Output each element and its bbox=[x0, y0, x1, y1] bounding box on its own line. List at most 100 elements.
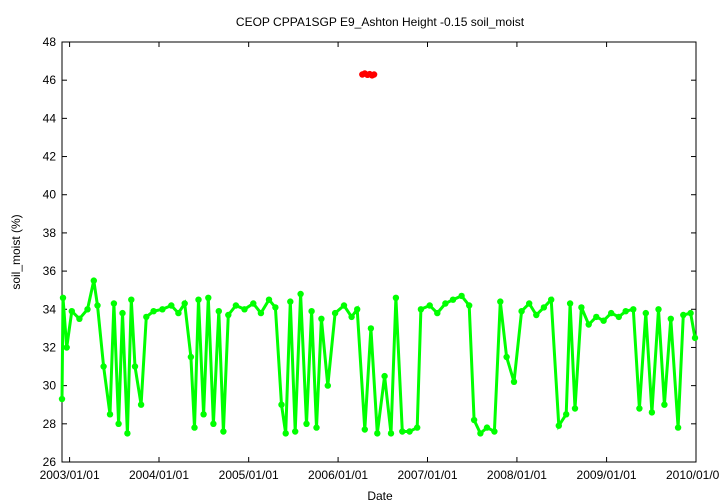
data-point bbox=[361, 426, 368, 433]
data-point bbox=[563, 411, 570, 418]
data-point bbox=[392, 294, 400, 301]
data-point bbox=[434, 309, 441, 317]
data-point bbox=[497, 298, 504, 305]
data-point bbox=[449, 296, 457, 303]
data-point bbox=[442, 300, 449, 307]
data-point bbox=[374, 430, 381, 437]
y-tick-label: 36 bbox=[43, 264, 57, 278]
data-point bbox=[128, 296, 135, 303]
data-point bbox=[265, 296, 273, 303]
data-point bbox=[585, 321, 592, 328]
data-point bbox=[187, 353, 195, 361]
data-point bbox=[106, 411, 114, 418]
data-point bbox=[510, 378, 518, 385]
data-point bbox=[426, 302, 433, 309]
data-point bbox=[272, 304, 279, 311]
data-point bbox=[150, 308, 157, 315]
x-axis-label: Date bbox=[367, 489, 393, 503]
data-point bbox=[119, 309, 126, 317]
data-point bbox=[282, 430, 289, 437]
series-0 bbox=[58, 277, 699, 437]
x-tick-label: 2008/01/01 bbox=[487, 468, 547, 482]
y-tick-label: 38 bbox=[43, 226, 57, 240]
y-axis-label: soil_moist (%) bbox=[9, 214, 23, 289]
data-point bbox=[205, 294, 212, 301]
y-tick-label: 32 bbox=[43, 340, 57, 354]
data-point bbox=[399, 428, 406, 435]
data-point bbox=[292, 428, 299, 435]
data-point bbox=[566, 300, 574, 307]
data-point bbox=[84, 306, 91, 313]
x-tick-label: 2006/01/01 bbox=[308, 468, 368, 482]
data-point bbox=[674, 424, 682, 431]
data-point bbox=[297, 290, 304, 298]
data-point bbox=[68, 308, 76, 315]
data-point bbox=[593, 313, 600, 321]
y-tick-label: 44 bbox=[43, 111, 57, 125]
data-point bbox=[387, 430, 395, 437]
data-point bbox=[477, 430, 484, 437]
data-point bbox=[518, 308, 525, 315]
y-tick-label: 46 bbox=[43, 73, 57, 87]
data-point bbox=[241, 306, 248, 313]
data-point bbox=[215, 308, 222, 315]
data-point bbox=[115, 420, 122, 427]
data-point bbox=[110, 300, 118, 307]
data-point bbox=[191, 424, 198, 431]
data-point bbox=[94, 302, 101, 309]
data-point bbox=[381, 372, 388, 380]
data-point bbox=[340, 302, 348, 309]
data-point bbox=[308, 308, 315, 315]
y-tick-label: 40 bbox=[43, 188, 57, 202]
data-point bbox=[200, 411, 207, 418]
data-point bbox=[458, 292, 465, 300]
data-point bbox=[278, 401, 285, 408]
data-point bbox=[414, 424, 421, 431]
data-point bbox=[257, 309, 265, 317]
data-point bbox=[578, 304, 585, 311]
data-point bbox=[600, 317, 607, 324]
data-point bbox=[417, 306, 425, 313]
data-point bbox=[687, 309, 694, 317]
data-point bbox=[220, 428, 227, 435]
y-tick-label: 30 bbox=[43, 379, 57, 393]
x-tick-label: 2004/01/01 bbox=[129, 468, 189, 482]
data-point bbox=[608, 309, 615, 317]
data-point bbox=[159, 306, 166, 313]
x-tick-label: 2007/01/01 bbox=[397, 468, 457, 482]
data-point bbox=[483, 424, 491, 431]
data-point bbox=[533, 311, 540, 319]
data-point bbox=[491, 428, 498, 435]
data-point bbox=[175, 309, 182, 317]
y-tick-label: 34 bbox=[43, 302, 57, 316]
x-tick-label: 2003/01/01 bbox=[40, 468, 100, 482]
data-point bbox=[100, 363, 107, 370]
data-point bbox=[181, 300, 188, 307]
x-tick-label: 2009/01/01 bbox=[577, 468, 637, 482]
data-point bbox=[555, 422, 562, 429]
data-point bbox=[287, 298, 294, 305]
data-point bbox=[680, 311, 687, 319]
data-point bbox=[58, 395, 66, 403]
data-point bbox=[168, 302, 175, 309]
data-point bbox=[303, 420, 310, 427]
series-layer bbox=[58, 70, 699, 437]
data-point bbox=[367, 325, 375, 332]
y-tick-label: 48 bbox=[43, 35, 57, 49]
series-line bbox=[60, 280, 697, 436]
data-point bbox=[331, 309, 339, 317]
data-point bbox=[250, 300, 257, 307]
data-point bbox=[406, 428, 413, 435]
data-point bbox=[348, 313, 355, 321]
data-point bbox=[210, 420, 217, 427]
data-point bbox=[642, 309, 649, 317]
data-point bbox=[648, 409, 656, 416]
data-point bbox=[354, 306, 361, 313]
x-tick-label: 2005/01/01 bbox=[219, 468, 279, 482]
chart-title: CEOP CPPA1SGP E9_Ashton Height -0.15 soi… bbox=[236, 15, 525, 29]
data-point bbox=[630, 306, 637, 313]
data-point bbox=[540, 304, 548, 311]
data-point bbox=[313, 424, 320, 431]
data-point bbox=[76, 315, 83, 322]
data-point bbox=[636, 405, 643, 412]
